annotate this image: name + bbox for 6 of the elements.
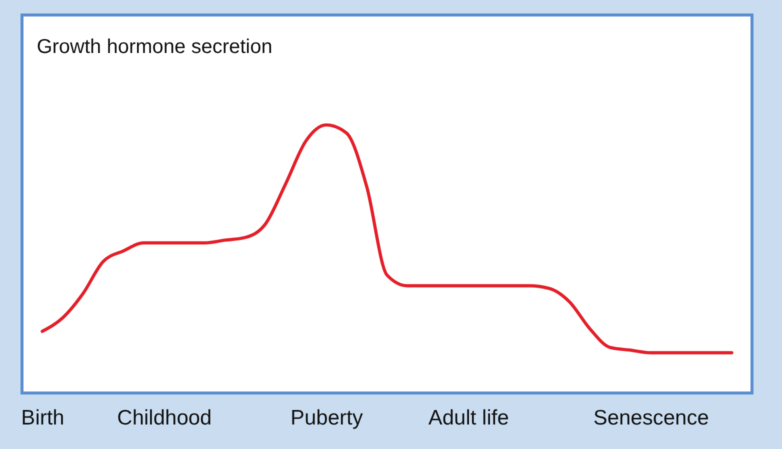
x-tick-label: Senescence [593,406,709,430]
x-tick-label: Childhood [117,406,212,430]
x-tick-label: Adult life [428,406,509,430]
x-tick-label: Birth [21,406,64,430]
chart-title: Growth hormone secretion [36,36,272,58]
x-tick-label: Puberty [290,406,364,430]
